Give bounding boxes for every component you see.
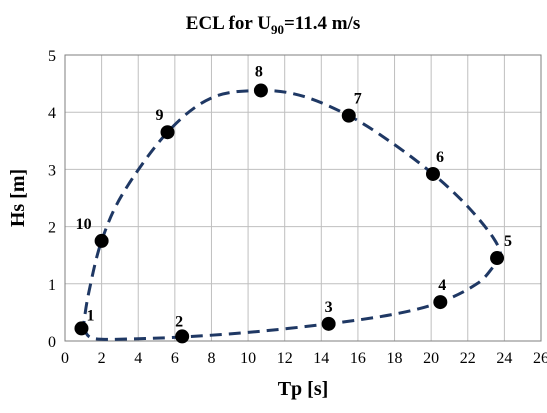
x-tick-label: 4 (134, 350, 142, 367)
data-point-label: 1 (86, 307, 94, 324)
x-tick-label: 22 (460, 350, 476, 367)
y-tick-label: 5 (48, 48, 56, 65)
x-tick-label: 26 (533, 350, 547, 367)
x-tick-label: 18 (387, 350, 403, 367)
data-point-6 (426, 167, 440, 181)
data-point-label: 10 (76, 216, 92, 233)
data-point-label: 3 (325, 299, 333, 316)
data-point-label: 9 (156, 107, 164, 124)
grid-lines (65, 55, 541, 341)
data-point-8 (254, 83, 268, 97)
data-point-3 (322, 317, 336, 331)
data-point-label: 7 (354, 91, 362, 108)
data-point-7 (342, 109, 356, 123)
y-axis-label: Hs [m] (7, 169, 29, 227)
data-point-5 (490, 251, 504, 265)
y-tick-label: 2 (48, 220, 56, 237)
y-tick-label: 1 (48, 277, 56, 294)
data-points: 1 2 3 4 5 6 7 8 9 10 (74, 63, 512, 343)
y-tick-label: 0 (48, 334, 56, 351)
data-point-2 (175, 329, 189, 343)
x-tick-label: 0 (61, 350, 69, 367)
data-point-label: 5 (504, 233, 512, 250)
y-tick-label: 3 (48, 162, 56, 179)
plot-area (65, 55, 541, 341)
x-axis-label: Tp [s] (278, 378, 329, 400)
data-point-label: 6 (436, 149, 444, 166)
x-tick-label: 2 (98, 350, 106, 367)
chart-title-suffix: =11.4 m/s (284, 13, 360, 34)
x-tick-label: 16 (350, 350, 366, 367)
data-point-label: 8 (255, 63, 263, 80)
x-tick-label: 14 (313, 350, 329, 367)
data-point-9 (161, 125, 175, 139)
chart-title-subscript: 90 (271, 22, 284, 37)
x-tick-label: 10 (240, 350, 256, 367)
x-tick-label: 20 (423, 350, 439, 367)
x-tick-label: 12 (277, 350, 293, 367)
x-tick-label: 24 (496, 350, 512, 367)
data-point-label: 2 (175, 313, 183, 330)
x-tick-label: 8 (207, 350, 215, 367)
data-point-10 (95, 234, 109, 248)
chart-title-prefix: ECL for U (186, 13, 271, 34)
x-tick-labels: 0 2 4 6 8 10 12 14 16 18 20 22 24 26 (61, 350, 547, 367)
x-tick-label: 6 (171, 350, 179, 367)
data-point-4 (433, 295, 447, 309)
y-tick-labels: 0 1 2 3 4 5 (48, 48, 56, 351)
y-tick-label: 4 (48, 105, 56, 122)
chart-title: ECL for U90=11.4 m/s (186, 13, 360, 37)
data-point-label: 4 (438, 277, 446, 294)
